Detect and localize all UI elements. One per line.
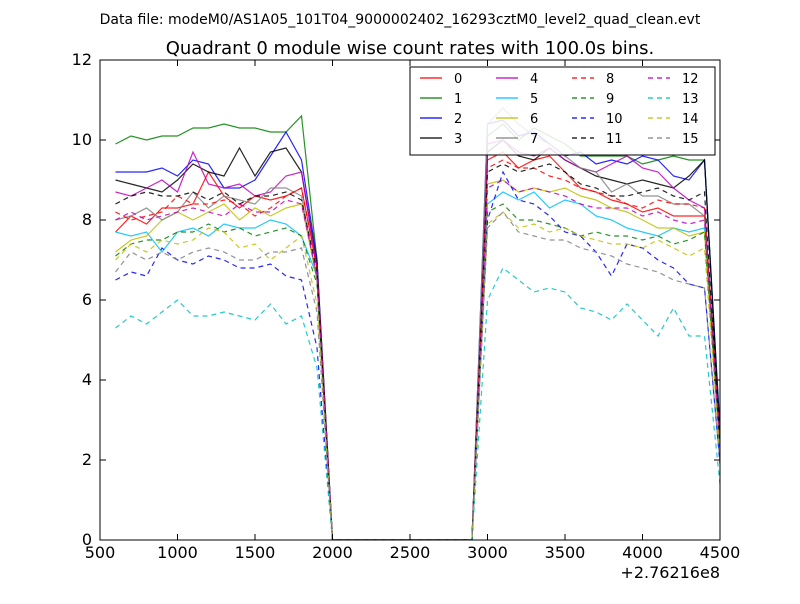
y-tick-label: 10: [72, 130, 92, 149]
legend-label-15: 15: [682, 132, 699, 147]
legend-label-0: 0: [454, 72, 462, 87]
legend-label-6: 6: [530, 112, 538, 127]
x-tick-label: 1500: [235, 543, 276, 562]
y-tick-label: 12: [72, 50, 92, 69]
x-tick-label: 4500: [700, 543, 741, 562]
x-tick-label: 2000: [312, 543, 353, 562]
x-tick-label: 4000: [622, 543, 663, 562]
legend-label-2: 2: [454, 112, 462, 127]
legend-label-8: 8: [606, 72, 614, 87]
legend-label-5: 5: [530, 92, 538, 107]
figure-suptitle: Data file: modeM0/AS1A05_101T04_90000024…: [100, 12, 701, 28]
x-axis-offset-label: +2.76216e8: [620, 563, 720, 582]
legend-label-12: 12: [682, 72, 699, 87]
y-tick-label: 4: [82, 370, 92, 389]
y-tick-label: 6: [82, 290, 92, 309]
x-tick-label: 2500: [390, 543, 431, 562]
chart-title: Quadrant 0 module wise count rates with …: [166, 38, 655, 59]
legend-label-11: 11: [606, 132, 623, 147]
legend-label-7: 7: [530, 132, 538, 147]
legend-label-10: 10: [606, 112, 623, 127]
legend-label-13: 13: [682, 92, 699, 107]
y-tick-label: 0: [82, 530, 92, 549]
y-tick-label: 2: [82, 450, 92, 469]
legend-label-9: 9: [606, 92, 614, 107]
chart-svg: Data file: modeM0/AS1A05_101T04_90000024…: [0, 0, 800, 600]
chart-root: Data file: modeM0/AS1A05_101T04_90000024…: [0, 0, 800, 600]
x-tick-label: 3000: [467, 543, 508, 562]
legend-label-1: 1: [454, 92, 462, 107]
x-tick-label: 3500: [545, 543, 586, 562]
y-tick-label: 8: [82, 210, 92, 229]
x-tick-label: 1000: [157, 543, 198, 562]
legend-label-3: 3: [454, 132, 462, 147]
legend-label-14: 14: [682, 112, 699, 127]
legend-label-4: 4: [530, 72, 538, 87]
